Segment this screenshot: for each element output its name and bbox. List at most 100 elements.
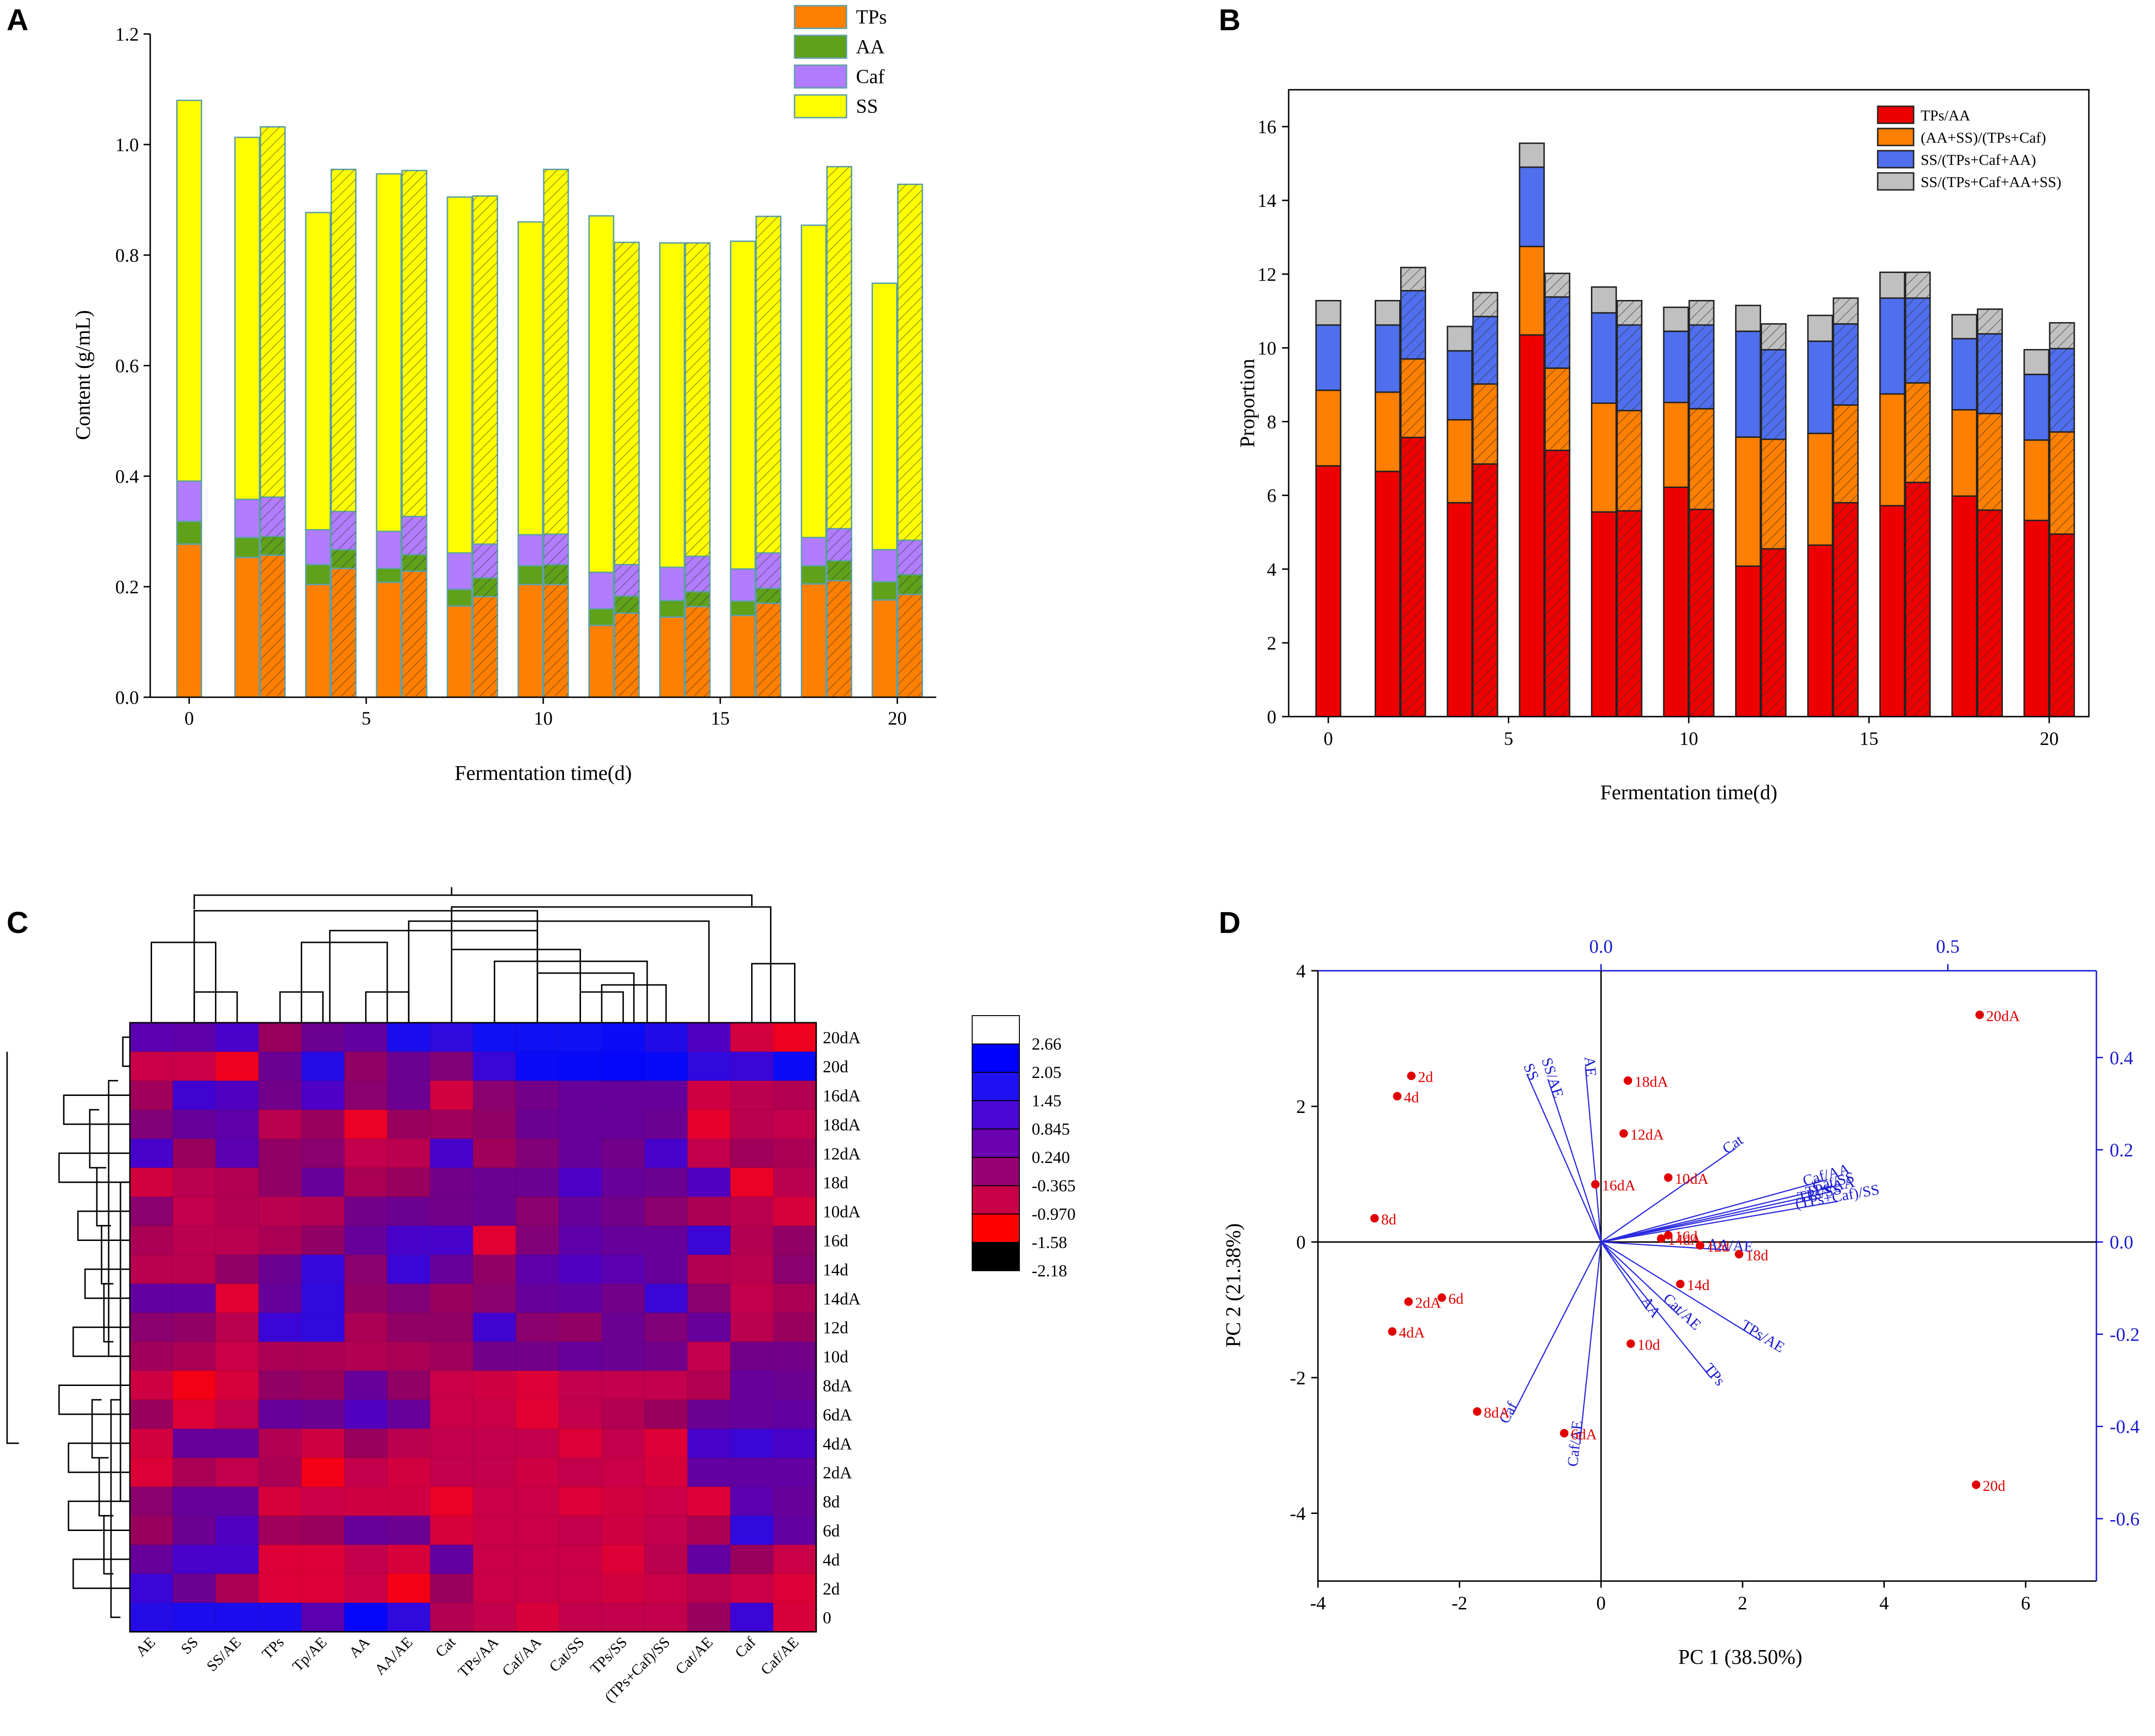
bar-b-seg3 <box>2023 374 2050 441</box>
x-tick-label-b: 20 <box>2040 728 2059 749</box>
colorbar-label: 0.845 <box>1032 1120 1070 1138</box>
bar-a-caf <box>376 530 402 569</box>
heatmap-cell <box>344 1167 388 1197</box>
heatmap-cell <box>472 1196 517 1226</box>
score-point <box>1393 1092 1402 1101</box>
heatmap-cell <box>430 1196 474 1226</box>
y-tick-label-b: 4 <box>1267 559 1276 580</box>
heatmap-cell <box>258 1283 302 1314</box>
loading-vector <box>1600 1186 1835 1243</box>
heatmap-cell <box>172 1428 216 1459</box>
heatmap-cell <box>730 1254 774 1284</box>
heatmap-cell <box>472 1457 517 1488</box>
bar-b-hatch <box>2050 432 2075 534</box>
bar-a-ss <box>234 137 260 500</box>
legend-swatch-a <box>794 5 847 29</box>
bar-a-tps <box>234 556 260 698</box>
heatmap-cell <box>558 1196 602 1226</box>
heatmap-cell <box>129 1051 173 1081</box>
bar-b-hatch <box>1545 273 1570 297</box>
bar-a-hatch <box>685 243 710 556</box>
bar-b-seg1 <box>1735 565 1762 718</box>
heatmap-col-label: Cat/SS <box>546 1633 587 1675</box>
bar-b-seg2 <box>1879 393 1906 507</box>
heatmap-cell <box>215 1457 259 1488</box>
bar-a-aa <box>517 565 544 585</box>
bar-b-seg4 <box>1735 305 1762 332</box>
heatmap-cell <box>258 1574 302 1604</box>
dendrogram-left-join <box>98 1457 109 1517</box>
heatmap-cell <box>215 1225 259 1256</box>
bar-a-hatch <box>331 549 356 569</box>
score-label: 16d <box>1675 1228 1698 1245</box>
loading-label: TPs/AE <box>1738 1316 1788 1356</box>
heatmap-cell <box>430 1341 474 1371</box>
x-tick-label-b: 0 <box>1324 728 1333 749</box>
heatmap-cell <box>472 1167 517 1197</box>
bar-a-aa <box>176 521 202 545</box>
bar-b-seg4 <box>1315 299 1342 326</box>
bar-b-seg4 <box>1375 299 1401 326</box>
colorbar-swatch <box>972 1214 1020 1243</box>
bar-a-hatch <box>331 511 356 550</box>
bar-a-hatch <box>827 166 852 529</box>
bar-a-tps <box>588 624 615 698</box>
y-tick-label-a: 1.2 <box>115 24 139 45</box>
heatmap-cell <box>344 1544 388 1574</box>
heatmap-cell <box>515 1515 559 1546</box>
bar-b-hatch <box>1473 384 1498 464</box>
heatmap-col-label: AA/AE <box>371 1633 416 1678</box>
heatmap-cell <box>515 1428 559 1459</box>
heatmap-cell <box>601 1544 645 1574</box>
score-label: 20d <box>1983 1477 2005 1494</box>
x-axis-title-a: Fermentation time(d) <box>454 761 632 785</box>
heatmap-cell <box>258 1428 302 1459</box>
dendrogram-left-branch <box>77 1210 130 1241</box>
bar-b-seg2 <box>1591 402 1617 513</box>
score-point <box>1626 1339 1635 1348</box>
heatmap-cell <box>687 1544 731 1574</box>
dendrogram-top-branch <box>408 920 710 1023</box>
bar-a-hatch <box>260 555 285 697</box>
score-label: 2d <box>1418 1069 1433 1086</box>
bar-b-hatch <box>1401 359 1426 438</box>
bar-a-hatch <box>473 597 498 697</box>
loading-label: AE <box>1581 1056 1600 1078</box>
colorbar-swatch <box>972 1072 1020 1101</box>
heatmap-cell <box>172 1022 216 1052</box>
legend-label-b: (AA+SS)/(TPs+Caf) <box>1921 129 2046 146</box>
loading-label: TPs <box>1701 1360 1728 1389</box>
heatmap-cell <box>129 1254 173 1284</box>
bar-b-hatch <box>1689 409 1714 510</box>
heatmap-row-label: 12d <box>823 1318 848 1337</box>
bar-a-hatch <box>260 127 285 497</box>
heatmap-row-label: 18d <box>823 1173 848 1192</box>
heatmap-cell <box>344 1515 388 1546</box>
bar-b-seg2 <box>1519 246 1545 336</box>
heatmap-cell <box>129 1312 173 1343</box>
colorbar-label: 0.240 <box>1032 1148 1070 1167</box>
heatmap-cell <box>301 1254 345 1284</box>
heatmap-cell <box>644 1515 688 1546</box>
loading-vector <box>1585 1067 1602 1242</box>
heatmap-cell <box>129 1602 173 1633</box>
bar-a-hatch <box>473 196 498 544</box>
dendrogram-top-branch <box>494 960 648 1023</box>
heatmap-cell <box>301 1022 345 1052</box>
dendrogram-left-join <box>103 1515 113 1575</box>
heatmap-cell <box>515 1283 559 1314</box>
heatmap-cell <box>472 1428 517 1459</box>
heatmap-cell <box>344 1399 388 1429</box>
heatmap-cell <box>258 1109 302 1139</box>
heatmap-cell <box>215 1254 259 1284</box>
x-tick-label-a: 20 <box>888 708 907 729</box>
heatmap-cell <box>730 1109 774 1139</box>
heatmap-cell <box>301 1515 345 1546</box>
heatmap-row-label: 6d <box>823 1522 840 1540</box>
bar-b-seg2 <box>1446 419 1473 504</box>
dendrogram-left-join <box>96 1167 106 1227</box>
x-tick-label-b: 15 <box>1860 728 1879 749</box>
bar-b-seg4 <box>1519 142 1545 168</box>
heatmap-cell <box>515 1196 559 1226</box>
heatmap-cell <box>472 1283 517 1314</box>
